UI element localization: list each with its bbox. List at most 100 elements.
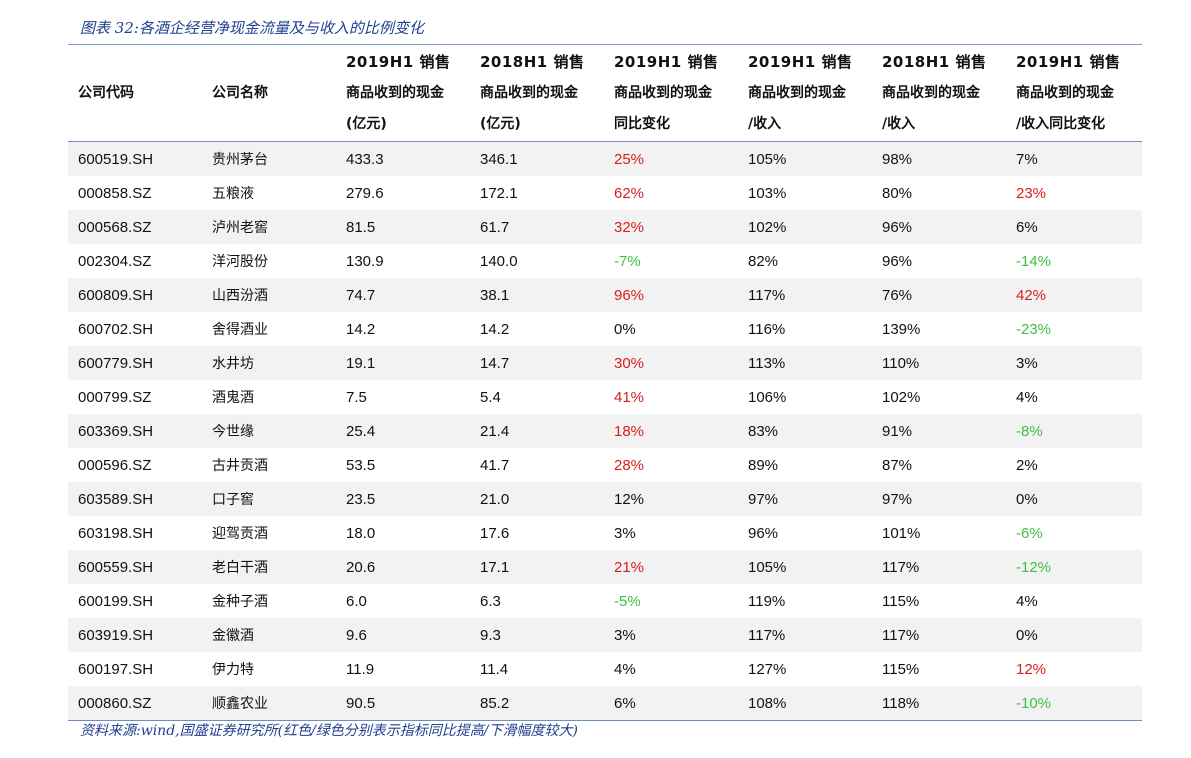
cash-yoy-cell: 0% bbox=[614, 320, 636, 338]
ratio-2019h1-cell: 105% bbox=[738, 141, 872, 176]
company-name-cell: 金种子酒 bbox=[212, 594, 268, 610]
table-body: 600519.SH 贵州茅台 433.3 346.1 25% 105% 98% 7% 00085… bbox=[68, 141, 1142, 720]
header-line2: 商品收到的现金 bbox=[346, 84, 444, 101]
company-code-cell: 600809.SH bbox=[68, 278, 202, 312]
cash-2018h1-cell: 11.4 bbox=[480, 660, 509, 678]
ratio-2018h1-cell: 87% bbox=[882, 456, 913, 474]
table-row: 600199.SH 金种子酒 6.0 6.3 -5% 119% 115% 4% bbox=[68, 584, 1142, 618]
ratio-2018h1-cell: 115% bbox=[882, 660, 920, 678]
ratio-change-cell: 6% bbox=[1006, 210, 1142, 244]
ratio-2019h1-cell: 116% bbox=[748, 320, 786, 338]
header-line3: (亿元) bbox=[480, 115, 521, 132]
company-name-cell: 贵州茅台 bbox=[202, 141, 336, 176]
ratio-change-cell: 3% bbox=[1006, 346, 1142, 380]
cash-2019h1-cell: 23.5 bbox=[336, 482, 470, 516]
ratio-change-cell: -14% bbox=[1016, 252, 1052, 270]
company-name-cell: 舍得酒业 bbox=[212, 322, 268, 338]
ratio-2018h1-cell: 102% bbox=[882, 388, 921, 406]
company-name-cell: 老白干酒 bbox=[202, 550, 336, 584]
cash-2018h1-cell: 5.4 bbox=[480, 388, 501, 406]
company-code-cell: 603589.SH bbox=[68, 482, 202, 516]
table-row: 600519.SH 贵州茅台 433.3 346.1 25% 105% 98% 7% bbox=[68, 141, 1142, 176]
company-code-cell: 603919.SH bbox=[68, 618, 202, 652]
header-company-code-label: 公司代码 bbox=[78, 84, 134, 101]
cash-2018h1-cell: 38.1 bbox=[470, 278, 604, 312]
table-row: 002304.SZ 洋河股份 130.9 140.0 -7% 82% 96% -14% bbox=[68, 244, 1142, 278]
ratio-change-cell: -12% bbox=[1006, 550, 1142, 584]
cash-flow-table: 公司代码 公司名称 2019H1 销售 商品收到的现金 (亿元) 2018H1 … bbox=[68, 45, 1142, 720]
header-line3: /收入同比变化 bbox=[1016, 115, 1106, 132]
cash-2018h1-cell: 17.6 bbox=[480, 524, 510, 542]
cash-yoy-cell: 41% bbox=[614, 388, 645, 406]
company-name-cell: 酒鬼酒 bbox=[212, 390, 254, 406]
header-line3: 同比变化 bbox=[614, 115, 670, 132]
company-code-cell: 600519.SH bbox=[68, 141, 202, 176]
cash-2019h1-cell: 25.4 bbox=[336, 414, 470, 448]
cash-2019h1-cell: 81.5 bbox=[336, 210, 470, 244]
company-code-cell: 000860.SZ bbox=[68, 686, 202, 720]
cash-2019h1-cell: 279.6 bbox=[346, 184, 384, 202]
cash-yoy-cell: 21% bbox=[604, 550, 738, 584]
ratio-change-cell: 4% bbox=[1016, 592, 1038, 610]
company-name-cell: 迎驾贡酒 bbox=[212, 526, 268, 542]
ratio-2019h1-cell: 103% bbox=[748, 184, 787, 202]
ratio-2019h1-cell: 106% bbox=[748, 388, 787, 406]
ratio-2018h1-cell: 96% bbox=[882, 252, 913, 270]
cash-yoy-cell: 18% bbox=[604, 414, 738, 448]
company-code-cell: 600197.SH bbox=[78, 660, 154, 678]
cash-yoy-cell: 4% bbox=[614, 660, 636, 678]
cash-yoy-cell: 32% bbox=[604, 210, 738, 244]
ratio-2019h1-cell: 102% bbox=[738, 210, 872, 244]
ratio-2018h1-cell: 80% bbox=[882, 184, 913, 202]
company-name-cell: 顺鑫农业 bbox=[202, 686, 336, 720]
cash-yoy-cell: 3% bbox=[604, 618, 738, 652]
company-code-cell: 000568.SZ bbox=[68, 210, 202, 244]
cash-yoy-cell: 28% bbox=[614, 456, 645, 474]
cash-2018h1-cell: 61.7 bbox=[470, 210, 604, 244]
company-code-cell: 600559.SH bbox=[68, 550, 202, 584]
header-row: 公司代码 公司名称 2019H1 销售 商品收到的现金 (亿元) 2018H1 … bbox=[68, 45, 1142, 142]
cash-2018h1-cell: 85.2 bbox=[470, 686, 604, 720]
header-line1: 2019H1 销售 bbox=[614, 52, 719, 71]
ratio-2018h1-cell: 101% bbox=[882, 524, 921, 542]
ratio-2019h1-cell: 96% bbox=[748, 524, 779, 542]
ratio-change-cell: 2% bbox=[1016, 456, 1038, 474]
ratio-change-cell: 7% bbox=[1006, 141, 1142, 176]
cash-yoy-cell: 30% bbox=[604, 346, 738, 380]
ratio-2018h1-cell: 115% bbox=[882, 592, 920, 610]
table-row: 603919.SH 金徽酒 9.6 9.3 3% 117% 117% 0% bbox=[68, 618, 1142, 652]
ratio-change-cell: 0% bbox=[1006, 618, 1142, 652]
cash-yoy-cell: -7% bbox=[614, 252, 641, 270]
company-code-cell: 000858.SZ bbox=[78, 184, 152, 202]
ratio-2018h1-cell: 118% bbox=[872, 686, 1006, 720]
ratio-change-cell: 42% bbox=[1006, 278, 1142, 312]
ratio-change-cell: -8% bbox=[1006, 414, 1142, 448]
company-name-cell: 古井贡酒 bbox=[212, 458, 268, 474]
header-line2: 商品收到的现金 bbox=[882, 84, 980, 101]
company-name-cell: 五粮液 bbox=[212, 186, 254, 202]
ratio-change-cell: 0% bbox=[1006, 482, 1142, 516]
company-name-cell: 金徽酒 bbox=[202, 618, 336, 652]
ratio-2019h1-cell: 127% bbox=[748, 660, 787, 678]
company-code-cell: 600779.SH bbox=[68, 346, 202, 380]
cash-2018h1-cell: 17.1 bbox=[470, 550, 604, 584]
cash-2019h1-cell: 90.5 bbox=[336, 686, 470, 720]
company-code-cell: 000799.SZ bbox=[78, 388, 152, 406]
company-code-cell: 603369.SH bbox=[68, 414, 202, 448]
table-row: 000596.SZ 古井贡酒 53.5 41.7 28% 89% 87% 2% bbox=[68, 448, 1142, 482]
table-row: 600197.SH 伊力特 11.9 11.4 4% 127% 115% 12% bbox=[68, 652, 1142, 686]
header-cash-2018h1: 2018H1 销售 商品收到的现金 (亿元) bbox=[470, 45, 604, 142]
cash-2019h1-cell: 18.0 bbox=[346, 524, 376, 542]
header-company-name-label: 公司名称 bbox=[212, 84, 268, 101]
cash-2018h1-cell: 21.4 bbox=[470, 414, 604, 448]
ratio-change-cell: 4% bbox=[1016, 388, 1038, 406]
header-ratio-2018h1: 2018H1 销售 商品收到的现金 /收入 bbox=[872, 45, 1006, 142]
table-row: 603589.SH 口子窖 23.5 21.0 12% 97% 97% 0% bbox=[68, 482, 1142, 516]
company-code-cell: 600702.SH bbox=[78, 320, 154, 338]
ratio-2018h1-cell: 76% bbox=[872, 278, 1006, 312]
header-cash-yoy: 2019H1 销售 商品收到的现金 同比变化 bbox=[604, 45, 738, 142]
header-line3: /收入 bbox=[748, 115, 782, 132]
cash-2019h1-cell: 74.7 bbox=[336, 278, 470, 312]
ratio-2019h1-cell: 119% bbox=[748, 592, 786, 610]
cash-2018h1-cell: 9.3 bbox=[470, 618, 604, 652]
